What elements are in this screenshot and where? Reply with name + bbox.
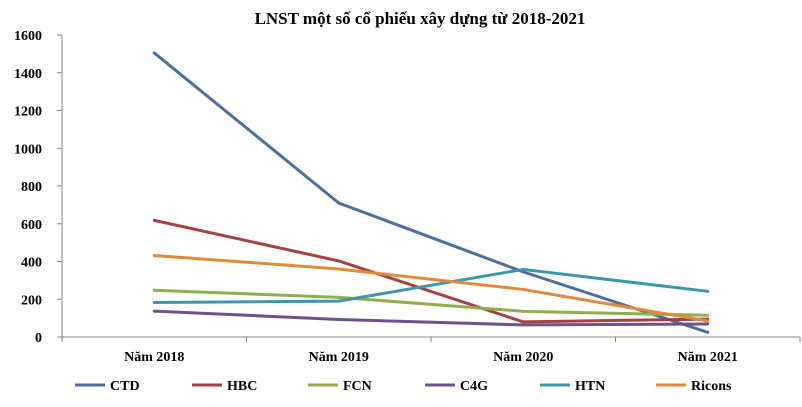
- data-point-ctd: [152, 51, 156, 55]
- y-tick-label: 400: [21, 256, 42, 271]
- y-tick-label: 1200: [14, 105, 42, 120]
- x-tick-label: Năm 2021: [678, 350, 738, 365]
- data-point-c4g: [152, 309, 156, 313]
- series-line-c4g: [154, 309, 708, 327]
- y-tick-label: 800: [21, 180, 42, 195]
- legend-item-htn: HTN: [540, 379, 605, 394]
- legend-item-hbc: HBC: [192, 379, 257, 394]
- legend-item-ctd: CTD: [75, 379, 140, 394]
- legend-label: FCN: [343, 379, 372, 394]
- legend-label: Ricons: [691, 379, 732, 394]
- data-point-htn: [706, 289, 710, 293]
- x-tick-label: Năm 2020: [493, 350, 553, 365]
- data-point-htn: [152, 300, 156, 304]
- series-line-ctd: [153, 51, 709, 334]
- data-point-c4g: [337, 317, 341, 321]
- data-point-c4g: [706, 322, 710, 326]
- data-point-c4g: [521, 323, 525, 327]
- series-line-hbc: [153, 218, 708, 324]
- data-point-hbc: [521, 320, 525, 324]
- series-line-htn: [154, 267, 708, 304]
- legend-label: HTN: [575, 379, 605, 394]
- series-line-fcn: [154, 288, 708, 317]
- legend-label: CTD: [110, 379, 140, 394]
- x-tick-label: Năm 2018: [124, 350, 184, 365]
- data-point-ricons: [521, 287, 525, 291]
- y-tick-label: 1600: [14, 29, 42, 44]
- data-point-fcn: [521, 309, 525, 313]
- data-point-ctd: [521, 270, 525, 274]
- y-tick-label: 1400: [14, 67, 42, 82]
- legend-label: HBC: [227, 379, 257, 394]
- data-point-hbc: [337, 259, 341, 263]
- chart-title: LNST một số cổ phiếu xây dựng từ 2018-20…: [255, 9, 586, 28]
- data-point-ricons: [337, 267, 341, 271]
- legend-item-c4g: C4G: [425, 379, 488, 394]
- y-tick-label: 0: [35, 331, 42, 346]
- data-point-fcn: [337, 295, 341, 299]
- y-tick-label: 1000: [14, 142, 42, 157]
- y-tick-label: 200: [21, 293, 42, 308]
- legend-label: C4G: [460, 379, 488, 394]
- x-tick-label: Năm 2019: [309, 350, 369, 365]
- data-point-fcn: [152, 288, 156, 292]
- data-point-ctd: [706, 330, 710, 334]
- data-point-htn: [337, 299, 341, 303]
- data-point-hbc: [152, 218, 156, 222]
- legend-item-ricons: Ricons: [656, 379, 732, 394]
- legend-item-fcn: FCN: [308, 379, 372, 394]
- data-point-ctd: [337, 201, 341, 205]
- series-line-ricons: [154, 253, 709, 323]
- data-point-htn: [521, 267, 525, 271]
- data-point-fcn: [706, 313, 710, 317]
- data-point-ricons: [152, 253, 156, 257]
- data-point-ricons: [706, 319, 710, 323]
- y-tick-label: 600: [21, 218, 42, 233]
